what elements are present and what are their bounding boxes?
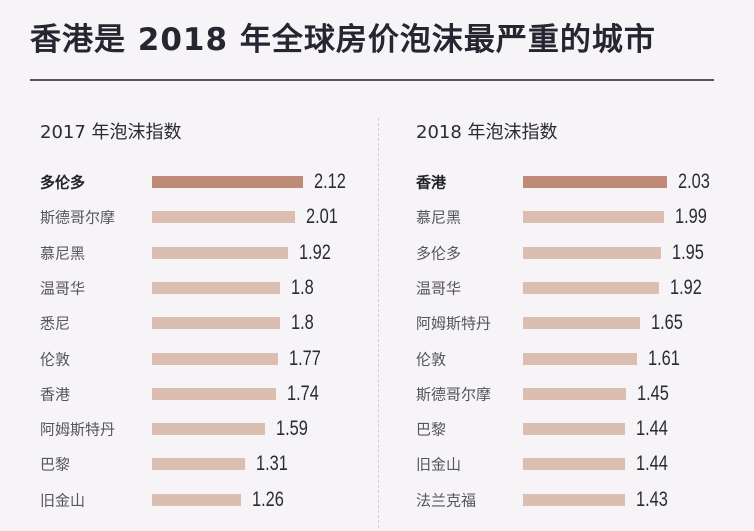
category-label: 伦敦 [40,350,71,368]
category-label: 斯德哥尔摩 [40,208,116,227]
value-label: 1.59 [275,417,308,441]
bar [152,352,278,365]
value-label: 1.31 [256,452,288,476]
category-label: 香港 [40,385,71,404]
category-label: 多伦多 [40,173,86,192]
category-label: 多伦多 [416,244,462,263]
bar [152,423,265,436]
bar [152,281,280,294]
bar [152,493,242,506]
bar [523,458,626,471]
category-label: 阿姆斯特丹 [40,420,116,439]
category-label: 巴黎 [416,420,447,439]
category-label: 伦敦 [416,350,447,368]
value-label: 1.61 [648,346,681,370]
value-label: 1.43 [635,487,668,511]
panel-divider [378,118,379,528]
title-underline [30,79,714,81]
chart-title: 香港是 2018 年全球房价泡沫最严重的城市 [30,22,656,58]
bar [523,176,668,188]
value-label: 1.99 [675,205,708,229]
category-label: 香港 [416,173,447,192]
category-label: 温哥华 [40,279,86,298]
bar [152,387,276,400]
value-label: 1.77 [288,346,321,370]
value-label: 1.45 [636,381,669,405]
bar [523,246,662,259]
value-label: 1.65 [651,311,684,335]
bar [152,317,280,330]
value-label: 2.12 [313,170,346,193]
bar [152,211,295,224]
bar [152,176,303,188]
category-label: 温哥华 [416,279,462,298]
bar [523,281,660,294]
value-label: 2.03 [678,170,711,193]
category-label: 旧金山 [40,491,86,510]
value-label: 1.44 [636,452,669,476]
value-label: 1.95 [672,240,705,264]
category-label: 旧金山 [416,455,462,474]
bar [523,317,641,330]
category-label: 慕尼黑 [416,208,462,227]
value-label: 2.01 [305,205,338,229]
value-label: 1.8 [290,311,314,335]
bar [523,493,625,506]
bar [523,352,638,365]
category-label: 法兰克福 [416,491,477,510]
bar [152,246,289,259]
panel-title-2017: 2017 年泡沫指数 [40,122,182,143]
bar [523,423,626,436]
bar [523,211,665,224]
category-label: 斯德哥尔摩 [416,385,492,404]
value-label: 1.8 [290,275,314,299]
value-label: 1.92 [670,275,703,299]
category-label: 慕尼黑 [40,244,86,263]
category-label: 阿姆斯特丹 [416,314,492,333]
bar [523,387,626,400]
value-label: 1.92 [299,240,332,264]
category-label: 悉尼 [40,314,71,333]
category-label: 巴黎 [40,455,71,474]
panel-title-2018: 2018 年泡沫指数 [416,122,558,143]
value-label: 1.44 [636,417,669,441]
value-label: 1.26 [252,487,285,511]
value-label: 1.74 [286,381,319,405]
bar [152,458,245,471]
